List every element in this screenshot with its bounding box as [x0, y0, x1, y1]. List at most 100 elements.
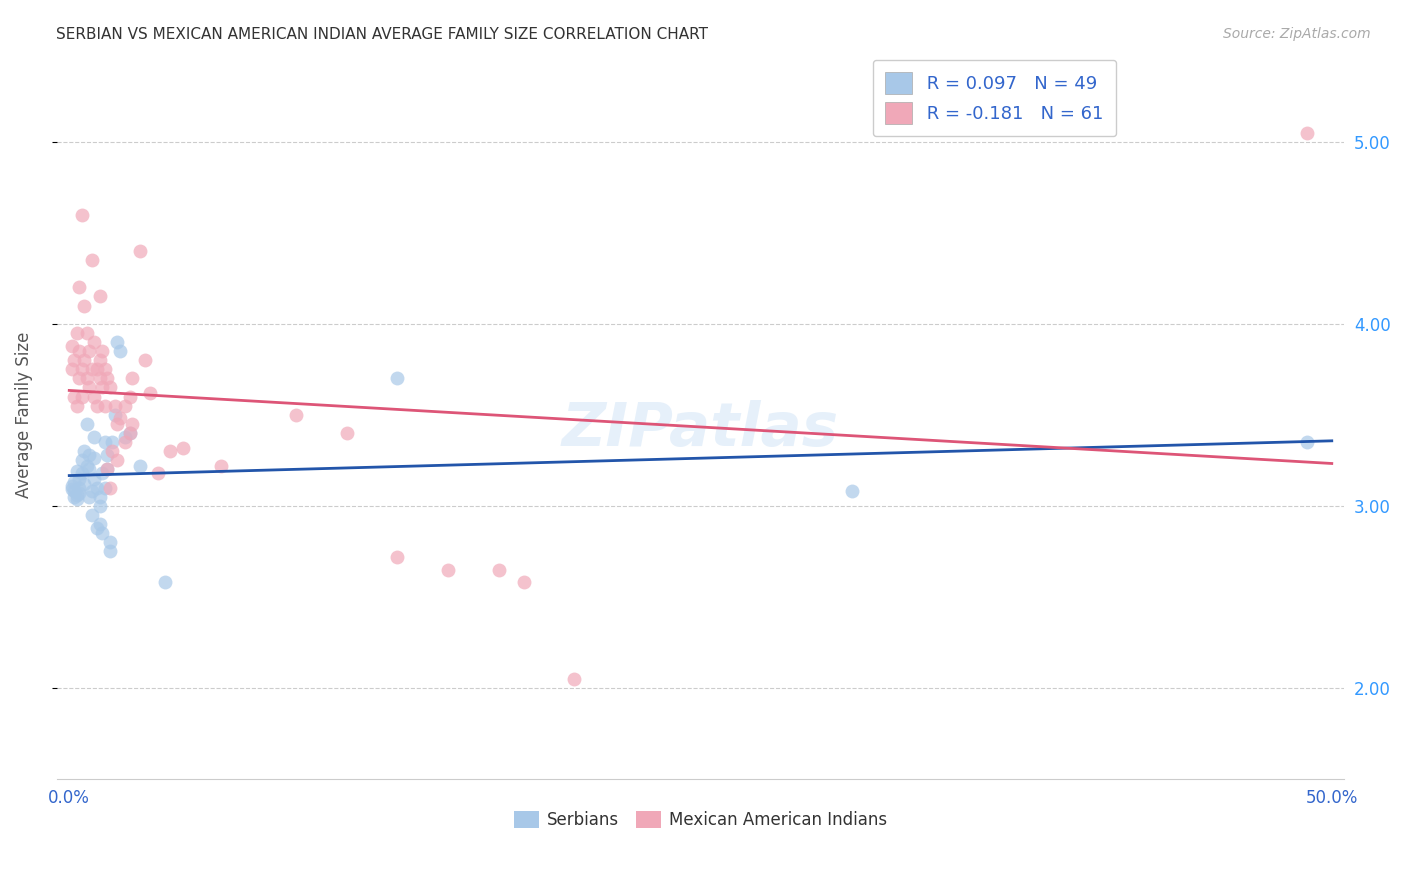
Point	[1295, 126, 1317, 140]
Point	[63, 390, 86, 404]
Point	[96, 462, 118, 476]
Point	[96, 448, 118, 462]
Point	[105, 417, 128, 431]
Point	[108, 411, 131, 425]
Point	[86, 362, 108, 376]
Point	[91, 466, 114, 480]
Point	[513, 575, 536, 590]
Point	[63, 490, 86, 504]
Point	[66, 399, 89, 413]
Point	[60, 362, 83, 376]
Point	[114, 435, 136, 450]
Legend: Serbians, Mexican American Indians: Serbians, Mexican American Indians	[508, 805, 894, 836]
Point	[79, 462, 101, 476]
Text: Source: ZipAtlas.com: Source: ZipAtlas.com	[1223, 27, 1371, 41]
Point	[118, 425, 141, 440]
Point	[129, 458, 152, 473]
Point	[89, 371, 111, 385]
Point	[139, 386, 162, 401]
Point	[86, 399, 108, 413]
Point	[93, 399, 115, 413]
Point	[172, 441, 194, 455]
Point	[83, 451, 105, 466]
Point	[285, 408, 308, 422]
Point	[66, 488, 89, 502]
Point	[76, 458, 98, 473]
Point	[153, 575, 176, 590]
Point	[105, 334, 128, 349]
Point	[98, 380, 121, 394]
Text: SERBIAN VS MEXICAN AMERICAN INDIAN AVERAGE FAMILY SIZE CORRELATION CHART: SERBIAN VS MEXICAN AMERICAN INDIAN AVERA…	[56, 27, 709, 42]
Point	[67, 344, 90, 359]
Point	[101, 435, 124, 450]
Point	[91, 526, 114, 541]
Point	[562, 672, 585, 686]
Point	[66, 464, 89, 478]
Point	[91, 380, 114, 394]
Point	[70, 466, 93, 480]
Point	[83, 390, 105, 404]
Point	[387, 549, 409, 564]
Point	[63, 353, 86, 368]
Point	[80, 362, 103, 376]
Point	[104, 408, 127, 422]
Point	[79, 344, 101, 359]
Point	[114, 430, 136, 444]
Point	[91, 344, 114, 359]
Point	[488, 563, 510, 577]
Point	[67, 371, 90, 385]
Point	[67, 486, 90, 500]
Point	[86, 521, 108, 535]
Point	[118, 390, 141, 404]
Point	[93, 435, 115, 450]
Point	[89, 289, 111, 303]
Y-axis label: Average Family Size: Average Family Size	[15, 332, 32, 498]
Point	[73, 353, 96, 368]
Point	[108, 344, 131, 359]
Point	[67, 481, 90, 495]
Point	[93, 362, 115, 376]
Point	[159, 444, 181, 458]
Point	[96, 371, 118, 385]
Point	[98, 481, 121, 495]
Point	[70, 390, 93, 404]
Point	[63, 475, 86, 490]
Point	[70, 453, 93, 467]
Point	[134, 353, 156, 368]
Point	[63, 484, 86, 499]
Point	[98, 535, 121, 549]
Point	[129, 244, 152, 258]
Point	[101, 444, 124, 458]
Point	[73, 444, 96, 458]
Text: ZIPatlas: ZIPatlas	[562, 400, 839, 458]
Point	[73, 477, 96, 491]
Point	[105, 453, 128, 467]
Point	[66, 326, 89, 340]
Point	[104, 399, 127, 413]
Point	[96, 462, 118, 476]
Point	[60, 338, 83, 352]
Point	[80, 253, 103, 268]
Point	[70, 362, 93, 376]
Point	[387, 371, 409, 385]
Point	[98, 544, 121, 558]
Point	[67, 471, 90, 485]
Point	[89, 499, 111, 513]
Point	[67, 280, 90, 294]
Point	[76, 371, 98, 385]
Point	[60, 479, 83, 493]
Point	[93, 481, 115, 495]
Point	[79, 448, 101, 462]
Point	[89, 353, 111, 368]
Point	[73, 299, 96, 313]
Point	[80, 484, 103, 499]
Point	[146, 466, 169, 480]
Point	[1295, 435, 1317, 450]
Point	[83, 334, 105, 349]
Point	[60, 483, 83, 497]
Point	[76, 417, 98, 431]
Point	[841, 484, 863, 499]
Point	[83, 430, 105, 444]
Point	[437, 563, 460, 577]
Point	[79, 380, 101, 394]
